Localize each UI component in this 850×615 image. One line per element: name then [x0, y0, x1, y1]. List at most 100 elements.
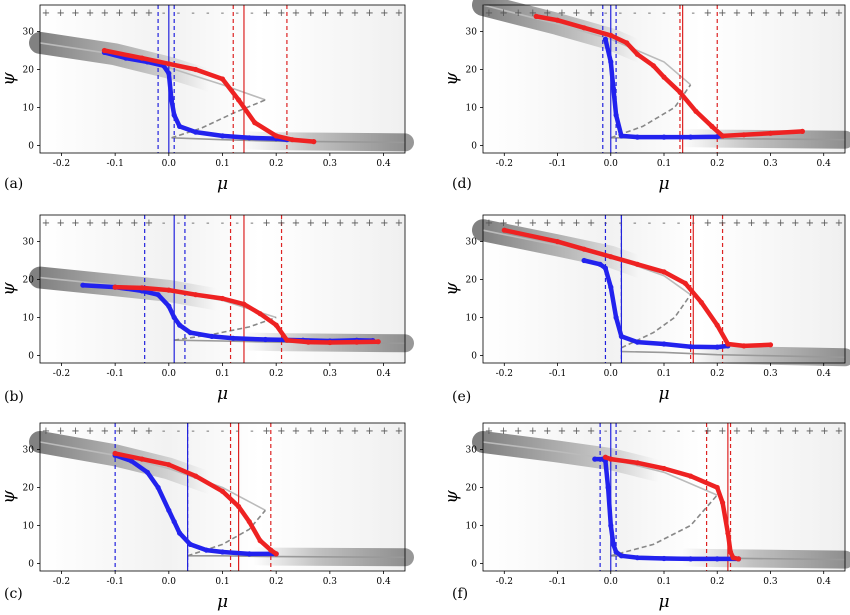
blue-series-point	[219, 549, 226, 555]
stability-sign-label: +	[71, 218, 79, 229]
red-series-point	[219, 76, 226, 82]
panel-letter: (f)	[452, 586, 468, 602]
x-tick-label: 0.1	[215, 369, 229, 379]
blue-series-point	[688, 134, 694, 140]
stability-sign-label: -	[604, 8, 607, 19]
stability-sign-label: +	[835, 8, 843, 19]
stability-sign-label: -	[177, 426, 180, 437]
x-tick-label: 0.4	[376, 369, 391, 379]
stability-sign-label: +	[514, 426, 522, 437]
stability-sign-label: +	[292, 426, 300, 437]
y-tick-label: 0	[471, 559, 477, 569]
stability-sign-label: +	[321, 426, 329, 437]
y-tick-label: 10	[466, 313, 478, 323]
red-series-point	[608, 254, 614, 260]
x-tick-label: 0.3	[763, 369, 778, 379]
stability-sign-label: +	[115, 426, 123, 437]
stability-sign-label: +	[572, 426, 580, 437]
stability-sign-label: -	[250, 426, 253, 437]
y-axis-label: ψ	[0, 72, 19, 86]
stability-sign-label: +	[42, 8, 50, 19]
panel-d: + + + + + + + + - - - - - - - + + + + + + + + + +-0.2 -0.1 0.0 0.1 0…	[442, 0, 850, 194]
y-tick-label: 30	[23, 446, 35, 456]
stability-sign-label: +	[86, 8, 94, 19]
x-tick-label: 0.0	[162, 369, 177, 379]
stability-sign-label: +	[791, 218, 799, 229]
stability-sign-label: -	[206, 218, 209, 229]
red-series-line	[502, 227, 773, 349]
stability-sign-label: +	[336, 8, 344, 19]
stability-sign-label: +	[57, 426, 65, 437]
stability-sign-label: +	[499, 8, 507, 19]
blue-series-point	[688, 556, 694, 562]
red-series-point	[112, 450, 118, 456]
y-tick-label: 20	[23, 484, 35, 494]
theory-lower-branch	[621, 350, 846, 359]
red-series-point	[193, 292, 199, 298]
stability-sign-label: -	[236, 426, 239, 437]
stability-sign-label: +	[704, 218, 712, 229]
y-tick-label: 20	[466, 66, 478, 76]
stability-sign-label: +	[86, 426, 94, 437]
stability-sign-label: +	[747, 218, 755, 229]
blue-series-point	[608, 522, 614, 529]
stability-sign-label: +	[529, 218, 537, 229]
red-series-line	[112, 451, 279, 557]
panel-letter: (d)	[452, 176, 472, 192]
blue-series-point	[177, 322, 183, 328]
red-series-point	[714, 484, 720, 491]
blue-series-point	[144, 469, 150, 475]
stability-sign-label: +	[558, 218, 566, 229]
stability-sign-label: +	[336, 218, 344, 229]
stability-sign-label: +	[365, 426, 373, 437]
red-series-point	[554, 239, 561, 245]
red-series-point	[305, 339, 311, 345]
x-axis-label: μ	[658, 384, 669, 404]
blue-series-point	[608, 284, 614, 290]
x-tick-label: 0.3	[323, 577, 338, 587]
stability-sign-label: +	[558, 8, 566, 19]
blue-series-point	[618, 553, 625, 559]
red-series-point	[219, 295, 226, 302]
stability-sign-label: +	[277, 8, 285, 19]
y-tick-label: 20	[23, 276, 35, 286]
blue-series-point	[168, 97, 175, 103]
red-series-point	[219, 488, 226, 494]
red-series-point	[608, 456, 614, 462]
red-series-point	[608, 32, 614, 39]
theory-unstable-branch	[171, 99, 266, 139]
red-series-point	[236, 97, 242, 103]
x-tick-label: 0.4	[376, 577, 391, 587]
blue-series-point	[171, 314, 177, 321]
x-tick-label: 0.1	[657, 159, 671, 169]
stability-sign-label: -	[692, 8, 695, 19]
y-tick-label: 30	[466, 446, 478, 456]
blue-series-point	[187, 330, 193, 336]
y-axis-label: ψ	[442, 72, 462, 86]
red-series-point	[139, 456, 145, 462]
stability-sign-label: +	[351, 8, 359, 19]
blue-series-point	[618, 333, 625, 339]
stability-sign-label: -	[191, 218, 194, 229]
red-series-point	[698, 299, 704, 305]
red-series-point	[193, 66, 199, 73]
red-series-point	[730, 555, 736, 561]
x-tick-label: -0.1	[106, 369, 123, 379]
stability-sign-label: +	[57, 8, 65, 19]
y-tick-label: 0	[471, 141, 477, 151]
stability-sign-label: -	[633, 8, 636, 19]
blue-series-point	[714, 344, 720, 350]
red-series-point	[236, 503, 242, 510]
stability-sign-label: +	[514, 218, 522, 229]
blue-series-point	[613, 112, 619, 118]
blue-series-point	[634, 339, 641, 345]
blue-series-point	[171, 519, 177, 525]
x-tick-label: 0.3	[763, 577, 778, 587]
red-series-point	[501, 227, 507, 233]
red-series-point	[661, 465, 667, 472]
red-series-point	[284, 337, 290, 343]
red-series-point	[725, 530, 731, 536]
red-series-point	[799, 128, 806, 134]
stability-sign-label: +	[762, 426, 770, 437]
x-tick-label: -0.2	[53, 577, 70, 587]
